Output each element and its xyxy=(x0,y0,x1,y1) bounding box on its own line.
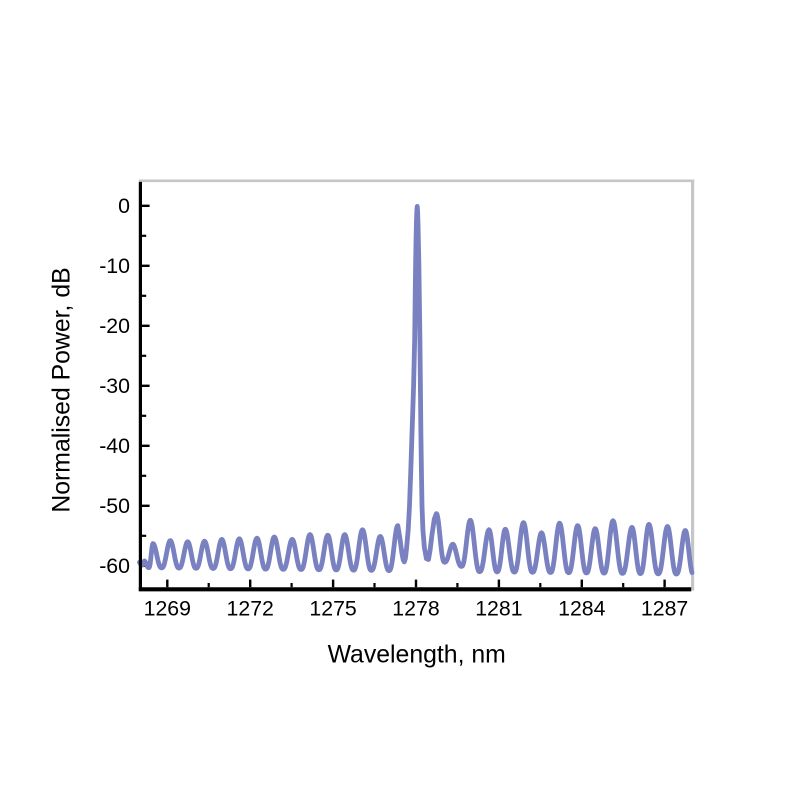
svg-text:-40: -40 xyxy=(99,434,130,458)
svg-text:1287: 1287 xyxy=(641,596,688,620)
svg-text:0: 0 xyxy=(118,194,130,218)
svg-text:-60: -60 xyxy=(99,554,130,578)
svg-text:-30: -30 xyxy=(99,374,130,398)
svg-text:1269: 1269 xyxy=(144,596,191,620)
svg-text:1284: 1284 xyxy=(558,596,606,620)
svg-text:1281: 1281 xyxy=(475,596,522,620)
svg-text:1272: 1272 xyxy=(227,596,274,620)
svg-text:1275: 1275 xyxy=(309,596,356,620)
svg-text:-50: -50 xyxy=(99,494,130,518)
svg-text:-20: -20 xyxy=(99,314,130,338)
svg-text:-10: -10 xyxy=(99,254,130,278)
svg-text:Wavelength, nm: Wavelength, nm xyxy=(328,642,506,669)
svg-text:1278: 1278 xyxy=(392,596,439,620)
svg-text:Normalised Power, dB: Normalised Power, dB xyxy=(48,267,75,512)
